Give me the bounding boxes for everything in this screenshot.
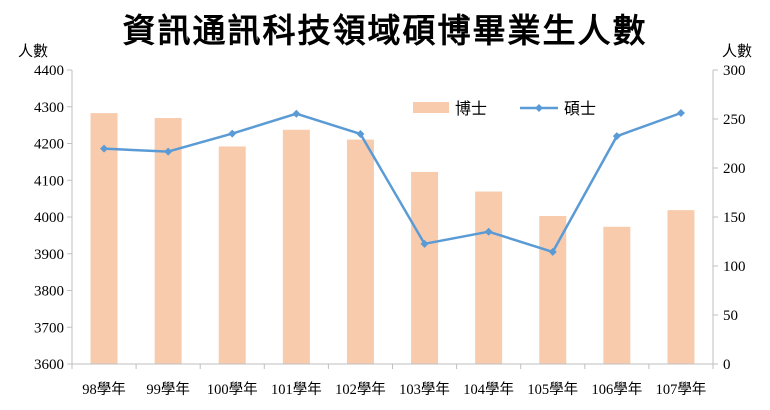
point-masters [292, 109, 301, 118]
left-tick-label: 4000 [34, 210, 64, 226]
bar-doctorate [346, 139, 374, 364]
bar-doctorate [603, 226, 631, 364]
x-tick-label: 99學年 [146, 380, 190, 398]
point-masters [164, 147, 173, 156]
left-tick-label: 3900 [34, 247, 64, 263]
bar-doctorate [154, 118, 182, 365]
x-tick-label: 100學年 [207, 380, 258, 398]
legend: 博士 碩士 [413, 99, 596, 118]
point-masters [420, 239, 429, 248]
point-masters [100, 144, 109, 153]
right-axis-unit-label: 人數 [722, 42, 753, 60]
right-tick-label: 250 [723, 112, 746, 128]
legend-swatch-doctorate [413, 102, 449, 113]
right-tick-label: 300 [723, 63, 746, 79]
left-tick-label: 4200 [34, 137, 64, 153]
point-masters [612, 132, 621, 141]
bar-doctorate [539, 216, 567, 364]
x-tick-label: 104學年 [463, 380, 514, 398]
x-tick-label: 107學年 [656, 380, 707, 398]
legend-label-doctorate: 博士 [455, 99, 487, 118]
left-tick-label: 4400 [34, 63, 64, 79]
x-tick-label: 102學年 [335, 380, 386, 398]
right-tick-label: 50 [723, 308, 738, 324]
point-masters [676, 108, 685, 117]
chart-title: 資訊通訊科技領域碩博畢業生人數 [122, 11, 648, 50]
bar-doctorate [667, 210, 695, 364]
right-tick-label: 100 [723, 259, 746, 275]
axes-layer: 3600 3700 3800 3900 4000 4100 4200 4300 4400 0 50 1… [34, 63, 746, 398]
left-axis-unit-label: 人數 [18, 42, 49, 60]
x-tick-label: 103學年 [399, 380, 450, 398]
legend-label-masters: 碩士 [564, 99, 596, 118]
bar-doctorate [218, 146, 246, 364]
bars-layer [90, 113, 695, 365]
x-tick-label: 101學年 [271, 380, 322, 398]
left-tick-label: 3600 [34, 357, 64, 373]
left-tick-label: 3700 [34, 320, 64, 336]
line-masters [103, 111, 682, 254]
point-masters [548, 247, 557, 256]
right-tick-label: 0 [723, 357, 731, 373]
left-tick-label: 4100 [34, 173, 64, 189]
left-tick-label: 4300 [34, 100, 64, 116]
right-tick-label: 200 [723, 161, 746, 177]
bar-doctorate [90, 113, 118, 365]
left-tick-label: 3800 [34, 284, 64, 300]
point-masters [228, 129, 237, 138]
x-tick-label: 98學年 [82, 380, 126, 398]
x-tick-label: 105學年 [527, 380, 578, 398]
point-masters [356, 129, 365, 138]
bar-doctorate [411, 171, 439, 364]
point-masters [484, 227, 493, 236]
right-tick-label: 150 [723, 210, 746, 226]
bar-doctorate [282, 129, 310, 364]
x-tick-label: 106學年 [591, 380, 642, 398]
legend-marker-masters [535, 104, 543, 112]
line-layer [100, 108, 685, 256]
bar-doctorate [475, 191, 503, 364]
